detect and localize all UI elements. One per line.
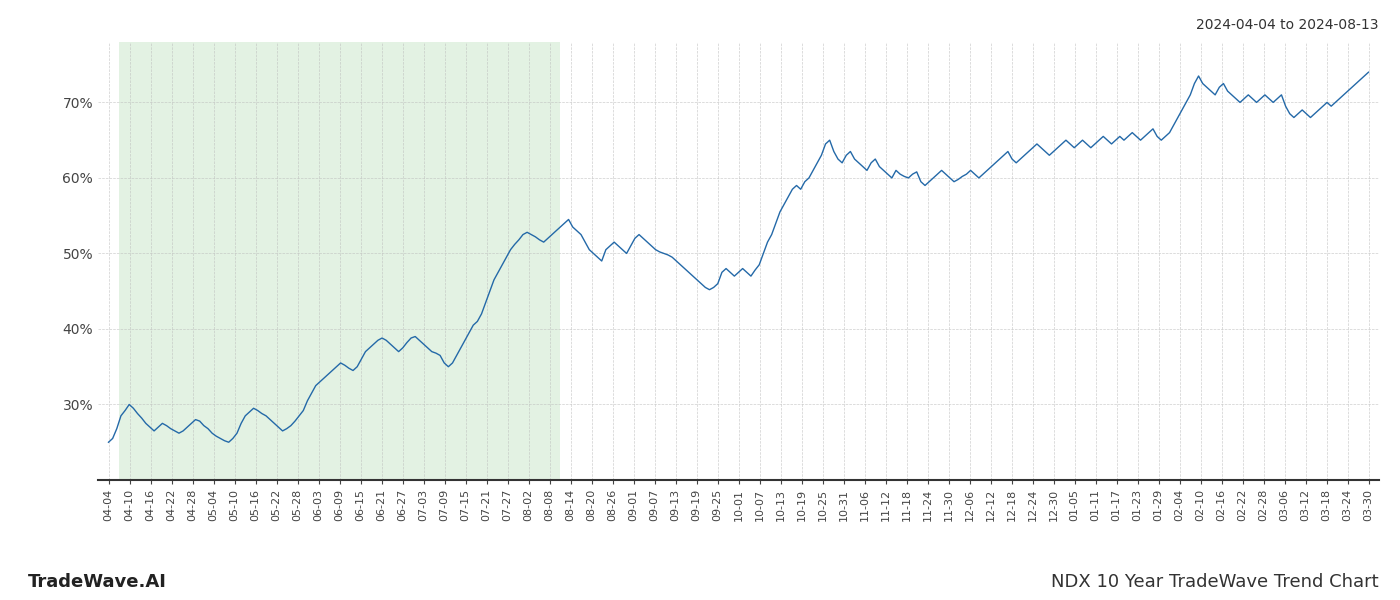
Text: TradeWave.AI: TradeWave.AI (28, 573, 167, 591)
Text: 2024-04-04 to 2024-08-13: 2024-04-04 to 2024-08-13 (1197, 18, 1379, 32)
Bar (119, 42, 560, 480)
Text: NDX 10 Year TradeWave Trend Chart: NDX 10 Year TradeWave Trend Chart (1051, 573, 1379, 591)
